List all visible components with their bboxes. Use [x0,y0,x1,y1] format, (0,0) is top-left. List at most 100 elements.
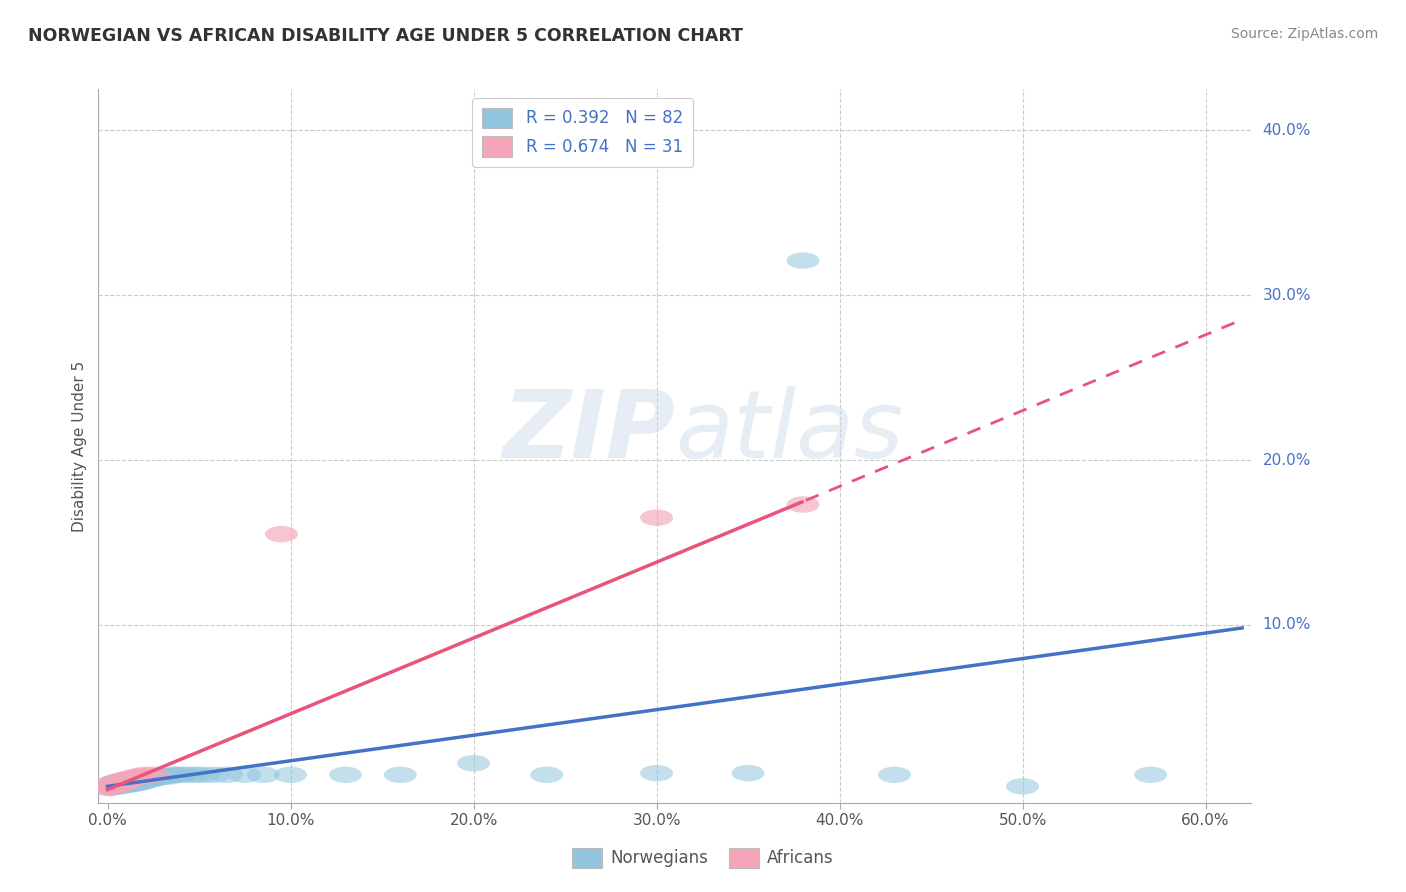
Ellipse shape [264,526,298,542]
Ellipse shape [98,776,131,793]
Ellipse shape [786,496,820,513]
Ellipse shape [108,772,141,788]
Text: 10.0%: 10.0% [1263,617,1310,632]
Ellipse shape [108,776,141,793]
Ellipse shape [149,768,183,785]
Ellipse shape [121,773,153,789]
Ellipse shape [112,772,146,788]
Ellipse shape [112,776,146,793]
Ellipse shape [118,770,152,787]
Ellipse shape [246,766,280,783]
Text: Source: ZipAtlas.com: Source: ZipAtlas.com [1230,27,1378,41]
Ellipse shape [127,773,159,789]
Ellipse shape [111,776,145,793]
Ellipse shape [135,770,167,787]
Ellipse shape [640,509,673,526]
Ellipse shape [105,776,139,793]
Ellipse shape [124,773,157,789]
Ellipse shape [197,766,231,783]
Ellipse shape [103,776,135,793]
Ellipse shape [274,766,307,783]
Ellipse shape [104,773,136,789]
Ellipse shape [100,775,134,791]
Ellipse shape [100,775,134,791]
Ellipse shape [329,766,361,783]
Ellipse shape [122,775,155,791]
Ellipse shape [117,773,149,789]
Ellipse shape [141,770,173,787]
Ellipse shape [877,766,911,783]
Text: 40.0%: 40.0% [1263,123,1310,138]
Ellipse shape [128,773,160,789]
Ellipse shape [530,766,564,783]
Ellipse shape [128,766,160,783]
Ellipse shape [111,772,145,788]
Ellipse shape [786,252,820,268]
Ellipse shape [1135,766,1167,783]
Ellipse shape [105,773,139,789]
Ellipse shape [108,773,141,789]
Ellipse shape [112,775,146,791]
Ellipse shape [131,772,165,788]
Ellipse shape [112,773,146,789]
Ellipse shape [108,773,141,789]
Ellipse shape [121,768,153,785]
Ellipse shape [1007,778,1039,795]
Ellipse shape [105,775,139,791]
Ellipse shape [98,776,131,793]
Ellipse shape [128,770,160,787]
Ellipse shape [384,766,416,783]
Ellipse shape [209,766,243,783]
Ellipse shape [97,775,129,791]
Ellipse shape [97,778,129,795]
Ellipse shape [134,772,166,788]
Ellipse shape [100,778,134,795]
Ellipse shape [142,768,176,785]
Ellipse shape [94,778,128,795]
Ellipse shape [103,773,135,789]
Ellipse shape [124,772,157,788]
Ellipse shape [104,776,136,793]
Text: NORWEGIAN VS AFRICAN DISABILITY AGE UNDER 5 CORRELATION CHART: NORWEGIAN VS AFRICAN DISABILITY AGE UNDE… [28,27,744,45]
Legend: R = 0.392   N = 82, R = 0.674   N = 31: R = 0.392 N = 82, R = 0.674 N = 31 [472,97,693,167]
Ellipse shape [94,776,128,793]
Ellipse shape [98,775,131,791]
Ellipse shape [110,775,142,791]
Ellipse shape [139,770,172,787]
Ellipse shape [103,776,135,793]
Ellipse shape [110,776,142,793]
Ellipse shape [115,773,148,789]
Ellipse shape [94,778,128,795]
Ellipse shape [118,773,152,789]
Ellipse shape [103,775,135,791]
Ellipse shape [122,772,155,788]
Ellipse shape [97,776,129,793]
Ellipse shape [103,778,135,795]
Ellipse shape [731,765,765,781]
Y-axis label: Disability Age Under 5: Disability Age Under 5 [72,360,87,532]
Ellipse shape [165,766,197,783]
Ellipse shape [457,755,491,772]
Ellipse shape [115,775,148,791]
Ellipse shape [117,775,149,791]
Ellipse shape [160,766,194,783]
Ellipse shape [98,775,131,791]
Text: 30.0%: 30.0% [1263,288,1310,302]
Text: ZIP: ZIP [502,385,675,478]
Legend: Norwegians, Africans: Norwegians, Africans [565,841,841,875]
Ellipse shape [129,772,163,788]
Ellipse shape [153,768,186,785]
Ellipse shape [108,775,141,791]
Ellipse shape [104,778,136,795]
Ellipse shape [124,768,157,785]
Ellipse shape [136,770,170,787]
Ellipse shape [172,766,204,783]
Ellipse shape [186,766,219,783]
Ellipse shape [105,775,139,791]
Ellipse shape [115,770,148,787]
Ellipse shape [127,772,159,788]
Ellipse shape [157,766,190,783]
Ellipse shape [104,775,136,791]
Ellipse shape [97,776,129,793]
Ellipse shape [93,780,127,797]
